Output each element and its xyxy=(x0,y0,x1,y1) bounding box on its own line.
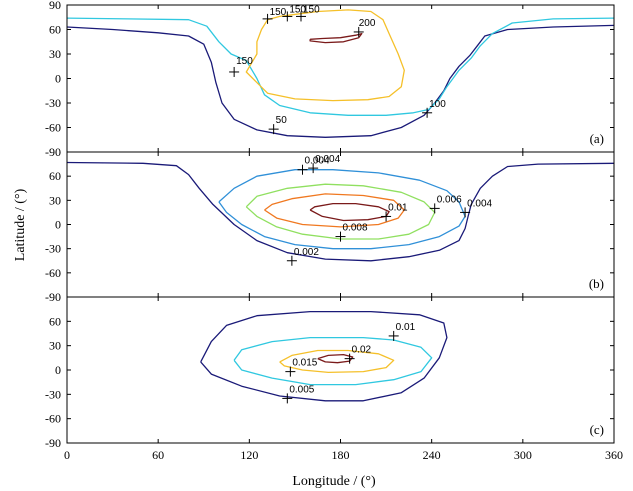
contour-label: 150 xyxy=(270,7,287,18)
contour-level-200 xyxy=(309,32,363,44)
contour-level-100 xyxy=(66,17,615,116)
contour-level-0.008 xyxy=(264,193,405,228)
panel-label: (b) xyxy=(589,276,604,291)
panel-frame xyxy=(66,296,615,444)
y-tick-label: 60 xyxy=(49,169,61,183)
panel-label: (a) xyxy=(590,131,604,146)
contour-level-0.002 xyxy=(66,161,615,262)
y-tick-label: -90 xyxy=(45,290,61,304)
panel-label: (c) xyxy=(590,422,604,437)
y-tick-label: 30 xyxy=(49,193,61,207)
contour-level-0.005 xyxy=(200,310,448,402)
panels: 150 150150200150100509060300-30-60-90(a)0… xyxy=(45,0,615,450)
y-tick-label: 0 xyxy=(55,363,61,377)
y-tick-label: 0 xyxy=(55,72,61,86)
y-tick-label: -30 xyxy=(45,387,61,401)
x-tick-label: 300 xyxy=(514,448,532,462)
y-tick-label: 0 xyxy=(55,218,61,232)
contour-label: 150 xyxy=(303,4,320,15)
x-tick-label: 0 xyxy=(64,448,70,462)
y-tick-label: -90 xyxy=(45,436,61,450)
contour-label: 0.005 xyxy=(289,384,314,395)
y-tick-label: 30 xyxy=(49,47,61,61)
y-tick-label: -60 xyxy=(45,121,61,135)
y-tick-label: -30 xyxy=(45,96,61,110)
x-tick-label: 60 xyxy=(152,448,164,462)
contour-level-0.01 xyxy=(233,336,433,386)
contour-label: 0.006 xyxy=(437,194,462,205)
contour-level-150 xyxy=(245,9,405,102)
contour-label: 0.004 xyxy=(305,156,330,167)
panel-2: 0.01 0.02 0.015 0.005 60 30 0 -30 -60 -90 (c) xyxy=(45,296,615,450)
contour-label: 0.008 xyxy=(343,223,368,234)
x-tick-label: 360 xyxy=(605,448,623,462)
contour-label: 100 xyxy=(429,99,446,110)
y-tick-label: -30 xyxy=(45,242,61,256)
y-tick-label: 60 xyxy=(49,23,61,37)
x-tick-label: 180 xyxy=(332,448,350,462)
panel-frame xyxy=(66,151,615,298)
x-tick-label: 240 xyxy=(423,448,441,462)
x-axis: 0 60 120 180 240 300 360 xyxy=(64,448,623,462)
contour-label: 150 xyxy=(236,56,253,67)
contour-label: 0.015 xyxy=(292,358,317,369)
contour-label: 0.004 xyxy=(467,198,492,209)
contour-level-0.01 xyxy=(309,202,390,222)
panel-frame xyxy=(66,4,615,153)
y-tick-label: 30 xyxy=(49,339,61,353)
x-tick-label: 120 xyxy=(240,448,258,462)
contour-label: 0.004 xyxy=(315,154,340,165)
contour-level-0.006 xyxy=(245,183,436,240)
y-axis-label: Latitude / (°) xyxy=(13,188,28,261)
y-tick-label: -60 xyxy=(45,266,61,280)
contour-level-0.015 xyxy=(279,349,395,374)
contour-label: 0.01 xyxy=(388,202,408,213)
contour-label: 0.002 xyxy=(294,247,319,258)
contour-label: 0.01 xyxy=(396,322,416,333)
y-tick-label: 90 xyxy=(49,0,61,12)
contour-label: 150 xyxy=(289,4,306,15)
y-tick-label: -60 xyxy=(45,412,61,426)
y-tick-label: -90 xyxy=(45,145,61,159)
x-axis-label: Longitude / (°) xyxy=(292,474,376,489)
contour-label: 50 xyxy=(276,115,288,126)
contour-label: 200 xyxy=(359,18,376,29)
y-tick-label: 60 xyxy=(49,314,61,328)
contour-label: 0.02 xyxy=(352,345,372,356)
contour-level-50 xyxy=(66,24,615,138)
